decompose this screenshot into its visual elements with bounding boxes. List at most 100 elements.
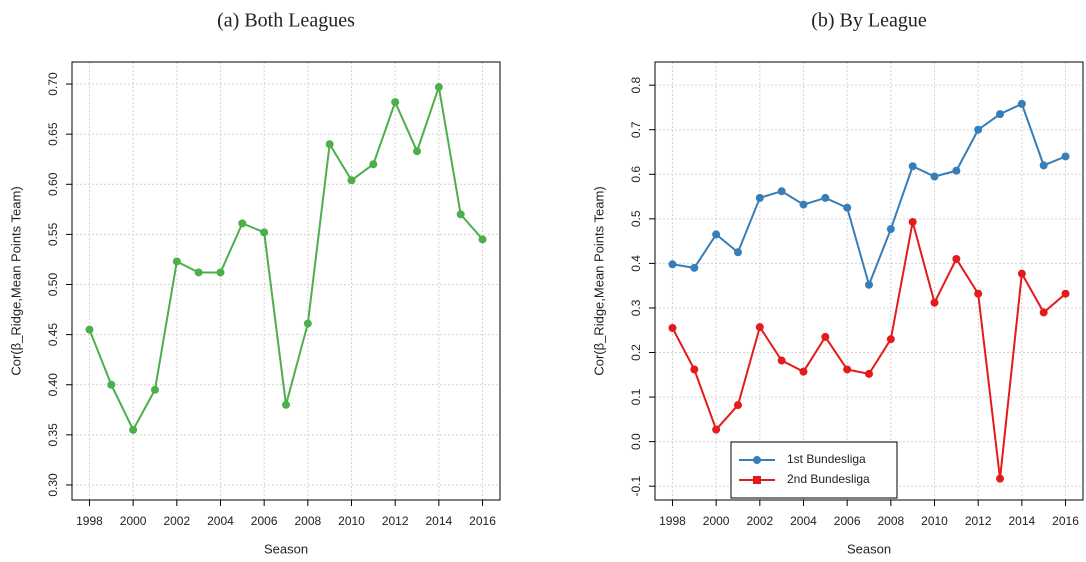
y-tick-label: 0.45 bbox=[46, 323, 60, 347]
point bbox=[1061, 152, 1070, 161]
y-axis-label: Cor(β_Ridge,Mean Points Team) bbox=[8, 186, 23, 375]
point bbox=[865, 369, 873, 378]
x-tick-label: 2012 bbox=[382, 514, 409, 528]
point bbox=[347, 176, 356, 185]
y-tick-label: 0.3 bbox=[629, 299, 643, 316]
chart-title: (b) By League bbox=[811, 10, 927, 32]
y-tick-label: 0.8 bbox=[629, 77, 643, 94]
x-tick-label: 2006 bbox=[251, 514, 278, 528]
point bbox=[391, 98, 400, 107]
x-tick-label: 2010 bbox=[338, 514, 365, 528]
y-tick-label: 0.2 bbox=[629, 344, 643, 361]
point bbox=[238, 219, 247, 228]
point bbox=[974, 125, 983, 134]
x-axis-label: Season bbox=[264, 541, 308, 556]
y-tick-label: 0.4 bbox=[629, 255, 643, 272]
y-tick-label: 0.40 bbox=[46, 373, 60, 397]
legend-marker bbox=[753, 456, 761, 464]
point bbox=[777, 356, 786, 365]
point bbox=[690, 263, 699, 272]
x-tick-label: 2008 bbox=[877, 514, 904, 528]
point bbox=[996, 110, 1005, 119]
y-tick-label: 0.0 bbox=[629, 433, 643, 450]
series-line bbox=[672, 102, 1066, 288]
point bbox=[1061, 289, 1070, 298]
point bbox=[413, 147, 422, 156]
x-tick-label: 2000 bbox=[120, 514, 147, 528]
point bbox=[843, 203, 852, 212]
x-tick-label: 2000 bbox=[703, 514, 730, 528]
point bbox=[456, 210, 465, 219]
legend-box bbox=[730, 441, 898, 499]
point bbox=[85, 325, 94, 334]
legend-label: 1st Bundesliga bbox=[787, 452, 866, 466]
y-tick-label: 0.1 bbox=[629, 388, 643, 405]
point bbox=[974, 289, 983, 298]
plot-frame bbox=[654, 61, 1084, 501]
point bbox=[1039, 308, 1048, 317]
point bbox=[865, 280, 873, 289]
point bbox=[821, 193, 830, 202]
x-tick-label: 2016 bbox=[1052, 514, 1079, 528]
legend-label: 2nd Bundesliga bbox=[787, 472, 870, 486]
plot-frame bbox=[71, 61, 501, 501]
x-axis-label: Season bbox=[847, 541, 891, 556]
point bbox=[843, 365, 852, 374]
y-tick-label: 0.6 bbox=[629, 166, 643, 183]
point bbox=[1017, 99, 1026, 108]
point bbox=[930, 298, 939, 307]
point bbox=[733, 248, 742, 257]
point bbox=[886, 335, 895, 344]
x-tick-label: 2010 bbox=[921, 514, 948, 528]
point bbox=[733, 401, 742, 410]
point bbox=[668, 260, 677, 269]
legend-marker bbox=[753, 476, 761, 484]
x-tick-label: 2002 bbox=[746, 514, 773, 528]
x-tick-label: 2008 bbox=[294, 514, 321, 528]
x-tick-label: 2014 bbox=[1009, 514, 1036, 528]
y-tick-label: 0.7 bbox=[629, 121, 643, 138]
point bbox=[282, 400, 290, 409]
y-tick-label: 0.35 bbox=[46, 423, 60, 447]
point bbox=[799, 200, 808, 209]
x-tick-label: 2016 bbox=[469, 514, 496, 528]
point bbox=[908, 162, 917, 171]
point bbox=[434, 83, 443, 92]
point bbox=[260, 228, 269, 237]
series-line bbox=[671, 221, 1067, 479]
x-tick-label: 1998 bbox=[76, 514, 103, 528]
x-tick-label: 2004 bbox=[207, 514, 234, 528]
point bbox=[129, 425, 138, 434]
y-tick-label: 0.55 bbox=[46, 222, 60, 246]
chart-title: (a) Both Leagues bbox=[217, 10, 355, 32]
y-axis-label: Cor(β_Ridge,Mean Points Team) bbox=[591, 186, 606, 375]
x-tick-label: 1998 bbox=[659, 514, 686, 528]
x-tick-label: 2004 bbox=[790, 514, 817, 528]
point bbox=[325, 140, 334, 149]
point bbox=[908, 217, 917, 226]
point bbox=[821, 332, 830, 341]
point bbox=[886, 225, 895, 234]
x-tick-label: 2002 bbox=[163, 514, 190, 528]
y-tick-label: -0.1 bbox=[629, 476, 643, 497]
x-tick-label: 2006 bbox=[834, 514, 861, 528]
point bbox=[690, 365, 699, 374]
point bbox=[1039, 161, 1048, 170]
point bbox=[1017, 269, 1026, 278]
y-tick-label: 0.60 bbox=[46, 172, 60, 196]
y-tick-label: 0.5 bbox=[629, 210, 643, 227]
point bbox=[194, 268, 203, 277]
y-tick-label: 0.30 bbox=[46, 473, 60, 497]
point bbox=[952, 166, 961, 175]
x-tick-label: 2014 bbox=[426, 514, 453, 528]
point bbox=[777, 187, 786, 196]
y-tick-label: 0.70 bbox=[46, 72, 60, 96]
point bbox=[755, 193, 764, 202]
x-tick-label: 2012 bbox=[965, 514, 992, 528]
point bbox=[712, 230, 721, 239]
point bbox=[930, 172, 939, 181]
point bbox=[996, 474, 1005, 483]
point bbox=[668, 324, 677, 333]
point bbox=[216, 268, 225, 277]
